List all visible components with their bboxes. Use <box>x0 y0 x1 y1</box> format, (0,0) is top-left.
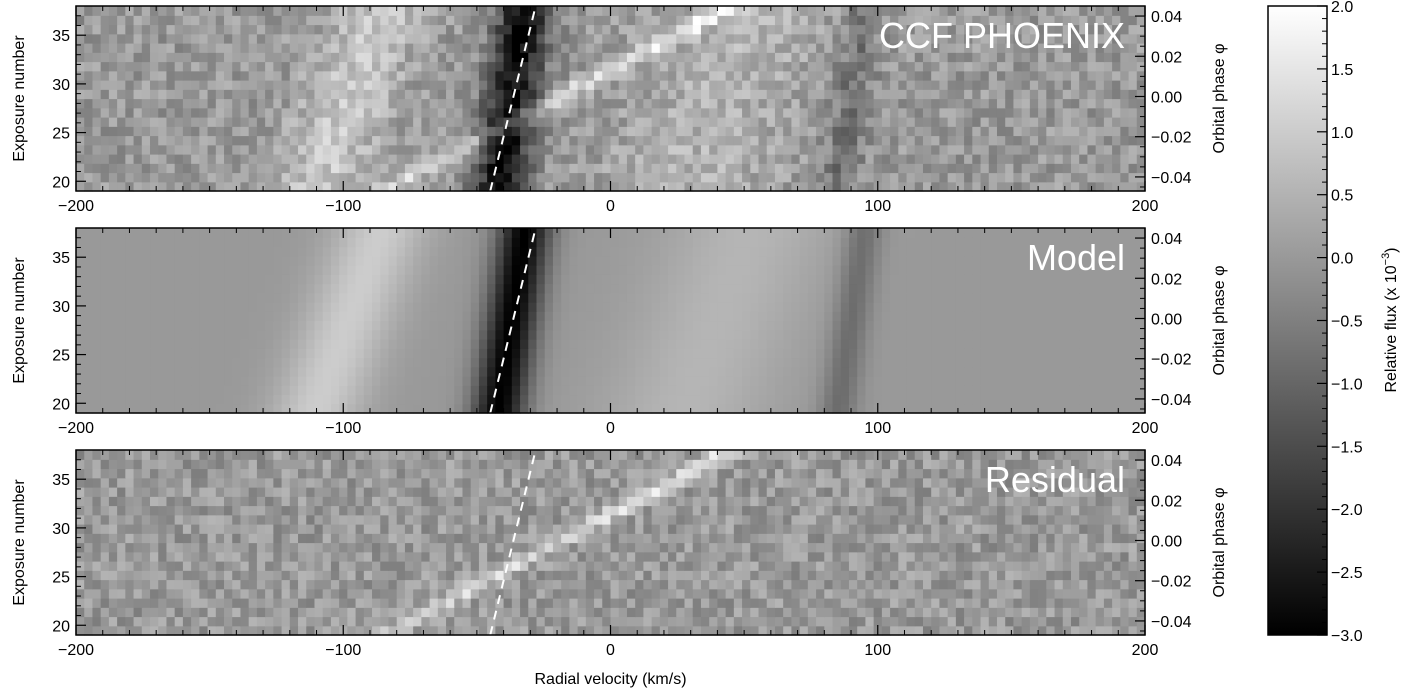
y-tick-label-left: 35 <box>52 28 70 45</box>
y-tick-label-right: −0.02 <box>1151 574 1192 591</box>
y-tick-label-left: 35 <box>52 472 70 489</box>
colorbar-tick-label: −2.5 <box>1331 565 1363 582</box>
colorbar-tick-label: 0.0 <box>1331 251 1353 268</box>
x-axis-title: Radial velocity (km/s) <box>534 671 686 688</box>
y-tick-label-right: 0.00 <box>1151 89 1182 106</box>
x-tick-label: 200 <box>1132 642 1159 659</box>
y-tick-label-left: 30 <box>52 77 70 94</box>
y-tick-label-right: −0.04 <box>1151 392 1192 409</box>
x-tick-label: −100 <box>325 198 361 215</box>
y-tick-label-right: 0.02 <box>1151 49 1182 66</box>
x-tick-label: 100 <box>864 420 891 437</box>
y-tick-label-right: −0.02 <box>1151 130 1192 147</box>
colorbar-tick-label: −1.5 <box>1331 439 1363 456</box>
y-axis-title-left: Exposure number <box>11 35 28 162</box>
y-axis-title-left: Exposure number <box>11 257 28 384</box>
y-axis-title-right: Orbital phase φ <box>1211 44 1228 154</box>
x-tick-label: 100 <box>864 198 891 215</box>
y-tick-label-right: 0.02 <box>1151 271 1182 288</box>
x-tick-label: 100 <box>864 642 891 659</box>
x-tick-label: −100 <box>325 642 361 659</box>
y-axis-title-left: Exposure number <box>11 479 28 606</box>
y-tick-label-left: 20 <box>52 396 70 413</box>
heatmap-cells <box>76 228 1146 414</box>
colorbar-tick-label: −3.0 <box>1331 628 1363 645</box>
y-tick-label-right: 0.00 <box>1151 311 1182 328</box>
panel-ccf-phoenix: −200 −100 0 100 200 20 25 30 35 −0.04 −0.02 0.00 0.0… <box>11 5 1228 215</box>
y-tick-label-right: 0.04 <box>1151 231 1182 248</box>
panel-label: Model <box>1027 237 1125 278</box>
x-tick-label: −200 <box>58 642 94 659</box>
panel-label: CCF PHOENIX <box>879 15 1125 56</box>
y-tick-label-right: 0.00 <box>1151 533 1182 550</box>
heatmap-cells <box>76 450 1146 636</box>
y-tick-label-left: 25 <box>52 348 70 365</box>
panel-label: Residual <box>985 459 1125 500</box>
colorbar-tick-label: −1.0 <box>1331 376 1363 393</box>
colorbar-tick-label: 1.0 <box>1331 125 1353 142</box>
panel-residual: −200 −100 0 100 200 20 25 30 35 −0.04 −0.02 0.00 0.0… <box>11 449 1228 688</box>
colorbar-tick-label: −0.5 <box>1331 314 1363 331</box>
heatmap-panels: −200 −100 0 100 20020253035−0.04−0.020.000.0… <box>11 5 1228 688</box>
y-tick-label-right: 0.02 <box>1151 493 1182 510</box>
y-tick-label-right: −0.04 <box>1151 614 1192 631</box>
x-tick-label: −100 <box>325 420 361 437</box>
x-tick-label: −200 <box>58 198 94 215</box>
y-tick-label-left: 20 <box>52 618 70 635</box>
x-tick-label: 200 <box>1132 198 1159 215</box>
colorbar-tick-label: −2.0 <box>1331 502 1363 519</box>
y-tick-label-left: 25 <box>52 570 70 587</box>
x-tick-label: 0 <box>606 198 615 215</box>
y-tick-label-left: 30 <box>52 521 70 538</box>
x-tick-label: 0 <box>606 420 615 437</box>
colorbar-title: Relative flux (x 10−3) <box>1380 247 1400 392</box>
y-axis-title-right: Orbital phase φ <box>1211 488 1228 598</box>
y-tick-label-right: −0.04 <box>1151 170 1192 187</box>
panel-model: −200 −100 0 100 200 20 25 30 35 −0.04 −0.02 0.00 0.0… <box>11 227 1228 437</box>
y-tick-label-left: 30 <box>52 299 70 316</box>
y-axis-title-right: Orbital phase φ <box>1211 266 1228 376</box>
y-tick-label-right: 0.04 <box>1151 9 1182 26</box>
colorbar-tick-label: 1.5 <box>1331 62 1353 79</box>
y-tick-label-left: 25 <box>52 126 70 143</box>
colorbar: 2.0 1.5 1.0 0.5 0.0 −0.5 −1.0 −1.5 −2.0 −2.5 −3.0 R… <box>1267 0 1400 645</box>
colorbar-tick-label: 0.5 <box>1331 188 1353 205</box>
heatmap-cells <box>76 6 1146 192</box>
y-tick-label-left: 20 <box>52 174 70 191</box>
y-tick-label-right: −0.02 <box>1151 352 1192 369</box>
x-tick-label: 200 <box>1132 420 1159 437</box>
x-tick-label: 0 <box>606 642 615 659</box>
y-tick-label-right: 0.04 <box>1151 453 1182 470</box>
colorbar-tick-label: 2.0 <box>1331 0 1353 16</box>
x-tick-label: −200 <box>58 420 94 437</box>
y-tick-label-left: 35 <box>52 250 70 267</box>
